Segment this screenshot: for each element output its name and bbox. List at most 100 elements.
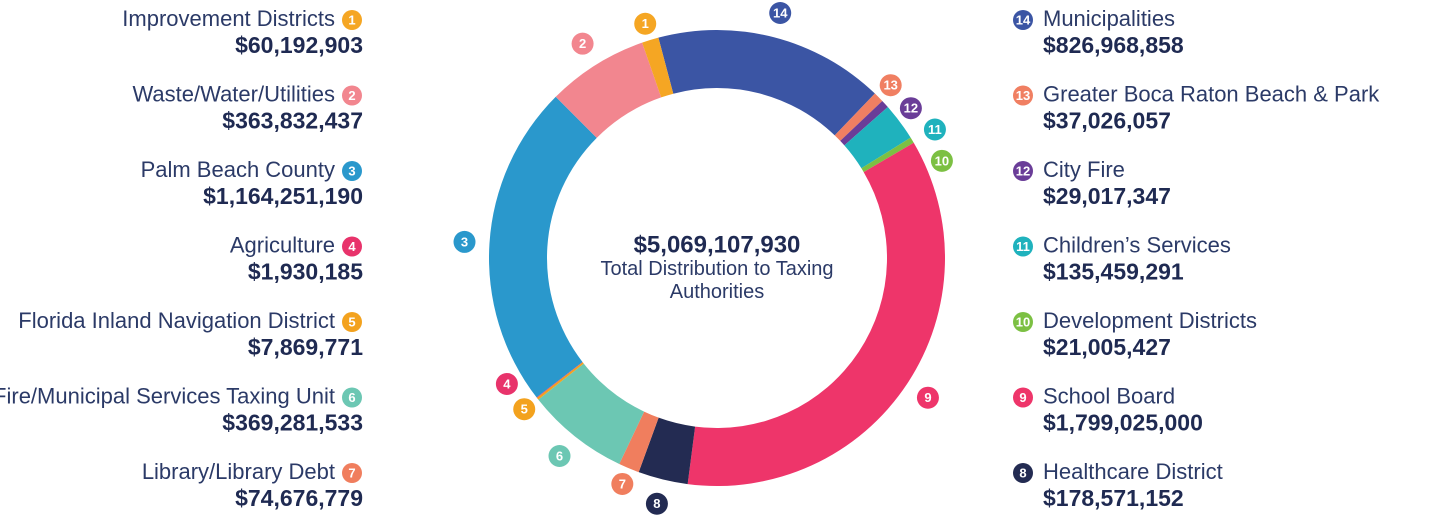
number-badge — [342, 236, 362, 257]
number-badge — [453, 230, 476, 253]
number-label: 12 — [904, 101, 918, 116]
donut-segment — [658, 29, 875, 136]
legend-name: Agriculture — [230, 232, 335, 257]
legend-name: School Board — [1043, 383, 1175, 408]
number-label: 1 — [348, 12, 355, 27]
legend-name: Children’s Services — [1043, 232, 1231, 257]
number-badge — [899, 97, 922, 120]
number-badge — [1013, 161, 1033, 181]
number-label: 11 — [928, 122, 942, 137]
number-badge — [1013, 10, 1033, 30]
legend-name: Healthcare District — [1043, 459, 1223, 484]
legend-value: $1,164,251,190 — [203, 183, 363, 209]
number-label: 9 — [1019, 390, 1026, 405]
number-badge — [342, 10, 362, 30]
number-badge — [342, 312, 362, 332]
number-label: 9 — [924, 390, 931, 405]
donut — [488, 29, 945, 487]
number-badge — [923, 118, 946, 141]
number-badge — [571, 32, 594, 55]
number-label: 8 — [653, 496, 660, 511]
donut-segment — [861, 137, 914, 173]
number-badge — [645, 492, 668, 515]
legend-value: $21,005,427 — [1043, 334, 1171, 360]
number-label: 1 — [642, 16, 649, 31]
number-badge — [916, 386, 939, 409]
number-label: 12 — [1016, 163, 1030, 178]
number-badge — [1013, 312, 1033, 332]
number-label: 11 — [1016, 239, 1030, 254]
legend-value: $369,281,533 — [222, 410, 363, 436]
donut-segment — [834, 93, 883, 141]
number-badge — [1013, 463, 1033, 483]
donut-segment — [536, 361, 583, 398]
number-label: 13 — [883, 78, 897, 93]
number-label: 2 — [579, 36, 586, 51]
number-badge — [342, 161, 362, 181]
donut-segment — [536, 362, 584, 400]
number-badge — [769, 2, 792, 25]
number-label: 10 — [935, 153, 949, 168]
legend-value: $74,676,779 — [235, 485, 363, 511]
number-badge — [513, 398, 536, 421]
donut-segment — [619, 411, 659, 473]
center-label: Total Distribution to Taxing Authorities — [600, 258, 834, 303]
number-label: 6 — [556, 448, 563, 463]
number-badge — [611, 472, 634, 495]
donut-segment — [840, 100, 888, 146]
legend-name: Improvement Districts — [122, 6, 335, 31]
legend-name: City Fire — [1043, 157, 1125, 182]
number-label: 7 — [619, 476, 626, 491]
number-badge — [634, 12, 657, 35]
legend-name: Development Districts — [1043, 308, 1257, 333]
legend-name: Florida Inland Navigation District — [18, 308, 335, 333]
legend-value: $60,192,903 — [235, 32, 363, 58]
number-label: 8 — [1019, 465, 1026, 480]
number-badge — [879, 74, 902, 97]
donut-segment — [538, 363, 645, 464]
legend-value: $7,869,771 — [248, 334, 363, 360]
number-label: 4 — [348, 239, 356, 254]
legend-name: Palm Beach County — [141, 157, 335, 182]
legend-value: $1,799,025,000 — [1043, 410, 1203, 436]
number-badge — [930, 149, 953, 172]
number-label: 10 — [1016, 314, 1030, 329]
number-badge — [548, 445, 571, 468]
number-label: 14 — [773, 5, 788, 20]
number-label: 6 — [348, 390, 355, 405]
number-badge — [342, 463, 362, 483]
legend-name: Greater Boca Raton Beach & Park — [1043, 81, 1380, 106]
legend-value: $1,930,185 — [248, 259, 363, 285]
number-label: 14 — [1016, 12, 1031, 27]
number-badge — [1013, 387, 1033, 408]
center-value: $5,069,107,930 — [634, 231, 801, 258]
number-label: 7 — [348, 465, 355, 480]
center-label-box: Total Distribution to Taxing Authorities — [600, 258, 834, 303]
legend-value: $826,968,858 — [1043, 32, 1184, 58]
number-label: 13 — [1016, 88, 1030, 103]
number-label: 3 — [461, 234, 468, 249]
number-label: 5 — [521, 402, 528, 417]
number-badge — [342, 387, 362, 408]
legend-name: Waste/Water/Utilities — [132, 81, 335, 106]
donut-segment — [638, 417, 696, 485]
legend-value: $135,459,291 — [1043, 259, 1184, 285]
legend-value: $178,571,152 — [1043, 485, 1184, 511]
donut-segment — [844, 106, 911, 169]
donut-segment — [555, 42, 662, 138]
legend-name: Library/Library Debt — [142, 459, 335, 484]
number-label: 3 — [348, 163, 355, 178]
legend-value: $37,026,057 — [1043, 108, 1171, 134]
number-badge — [1013, 236, 1033, 257]
legend-name: Fire/Municipal Services Taxing Unit — [0, 383, 335, 408]
number-label: 2 — [348, 88, 355, 103]
legend-value: $363,832,437 — [222, 108, 363, 134]
legend-name: Municipalities — [1043, 6, 1175, 31]
number-badge — [1013, 85, 1033, 106]
number-badge — [342, 85, 362, 106]
donut-segment — [488, 96, 597, 398]
donut-segment — [687, 142, 945, 487]
legend-value: $29,017,347 — [1043, 183, 1171, 209]
number-badge — [495, 372, 518, 395]
